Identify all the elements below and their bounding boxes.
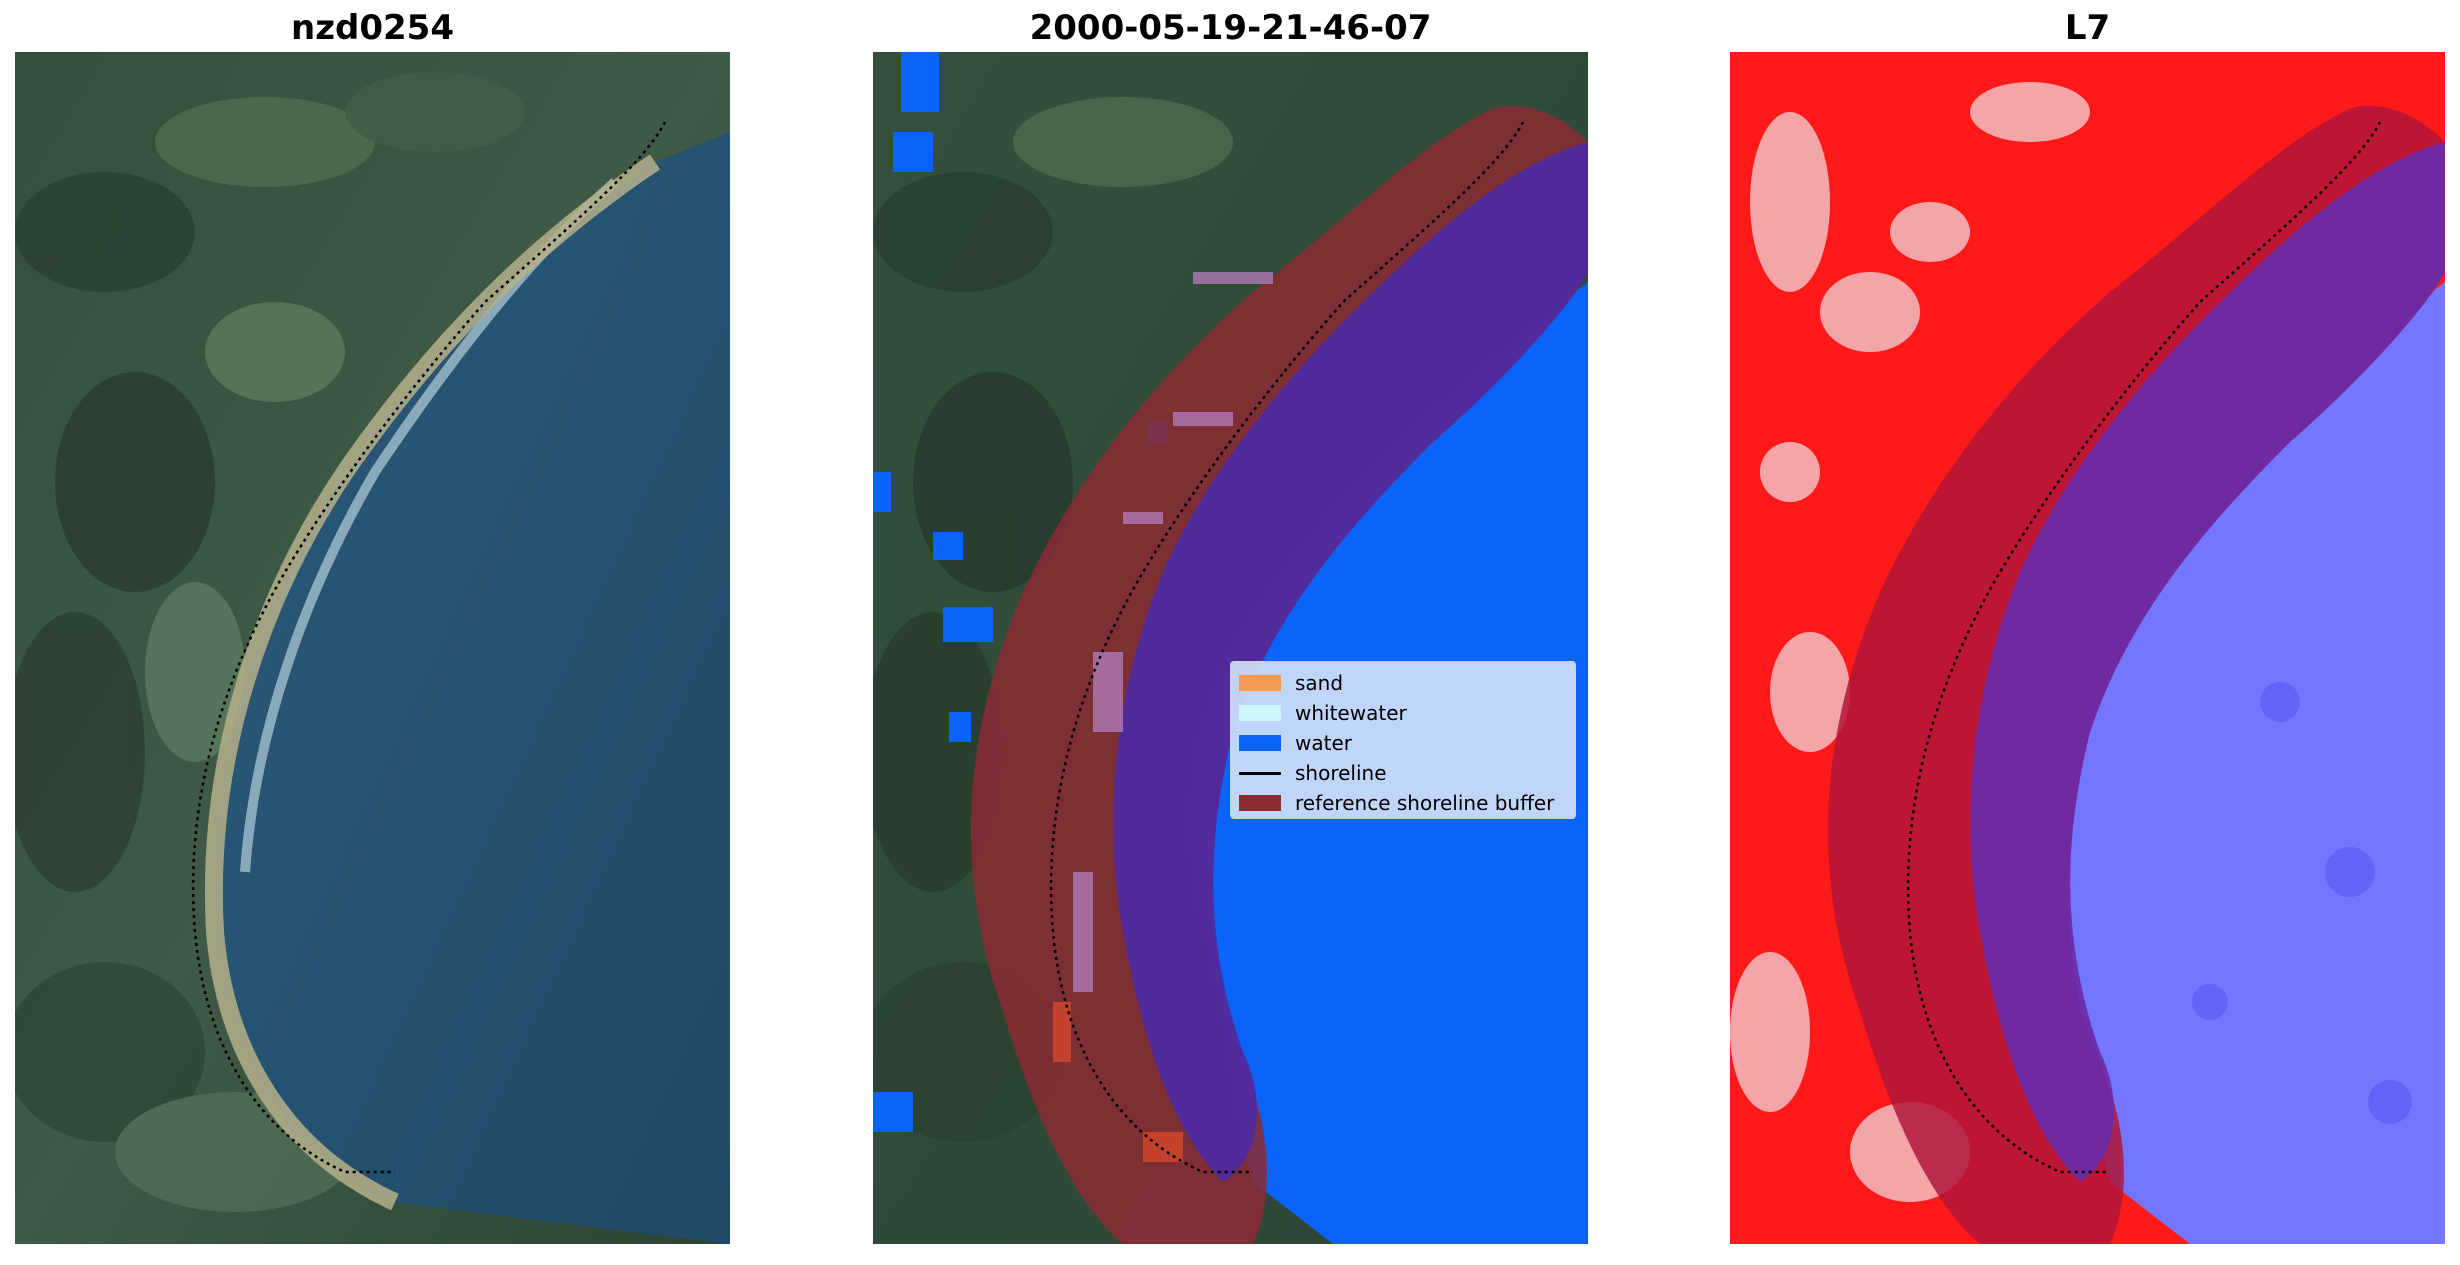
legend-item-shoreline: shoreline <box>1239 758 1567 788</box>
classified-image <box>873 52 1588 1244</box>
legend-label: sand <box>1295 671 1344 695</box>
buffer-swatch <box>1239 795 1281 811</box>
legend-item-sand: sand <box>1239 668 1567 698</box>
legend-item-reference-buffer: reference shoreline buffer <box>1239 788 1567 818</box>
legend-item-whitewater: whitewater <box>1239 698 1567 728</box>
water-index-panel <box>1730 52 2445 1244</box>
whitewater-swatch <box>1239 705 1281 721</box>
rgb-satellite-image <box>15 52 730 1244</box>
classified-image-panel <box>873 52 1588 1244</box>
panel-title-1: nzd0254 <box>291 8 454 48</box>
legend-label: shoreline <box>1295 761 1387 785</box>
legend-label: water <box>1295 731 1352 755</box>
panel-title-2: 2000-05-19-21-46-07 <box>1029 8 1432 48</box>
legend-label: whitewater <box>1295 701 1407 725</box>
sand-swatch <box>1239 675 1281 691</box>
legend-item-water: water <box>1239 728 1567 758</box>
water-index-image <box>1730 52 2445 1244</box>
shoreline-line-swatch <box>1239 771 1281 775</box>
legend-label: reference shoreline buffer <box>1295 791 1555 815</box>
legend: sand whitewater water shoreline referenc… <box>1230 661 1576 819</box>
panel-title-3: L7 <box>2064 8 2111 48</box>
water-swatch <box>1239 735 1281 751</box>
rgb-image-panel <box>15 52 730 1244</box>
